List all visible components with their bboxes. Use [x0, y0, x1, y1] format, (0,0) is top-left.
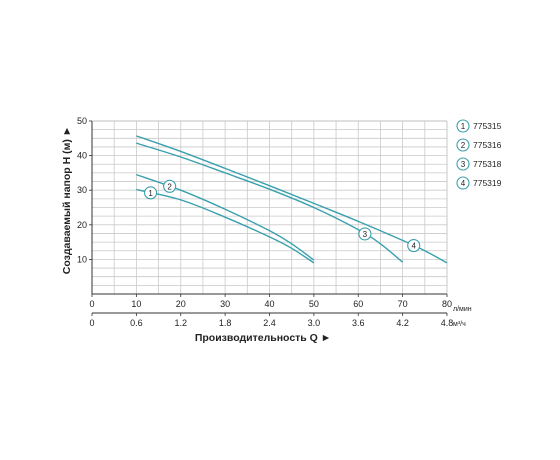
y-axis-label: Создаваемый напор H (м) ► — [61, 126, 73, 274]
x-axis-unit-primary: л/мин — [453, 306, 472, 313]
legend-marker-label: 2 — [461, 141, 466, 150]
series-marker-label: 2 — [167, 182, 172, 191]
legend-entry-label: 775315 — [473, 121, 502, 131]
series-marker-4 — [407, 239, 421, 253]
legend-entry-label: 775316 — [473, 140, 502, 150]
legend-marker-3 — [456, 157, 470, 171]
y-tick-label: 20 — [77, 220, 87, 230]
x-tick-label: 30 — [220, 299, 230, 309]
x-tick-label: 10 — [131, 299, 141, 309]
series-line-775318 — [136, 142, 404, 263]
legend-marker-label: 3 — [461, 160, 466, 169]
x-tick-label: 0 — [89, 299, 94, 309]
x-tick-label: 70 — [398, 299, 408, 309]
x-tick-label: 40 — [264, 299, 274, 309]
y-tick-label: 30 — [77, 185, 87, 195]
y-tick-label: 10 — [77, 254, 87, 264]
series-marker-label: 1 — [148, 189, 153, 198]
y-tick-label: 50 — [77, 116, 87, 126]
chart-series: 1 2 3 4 — [136, 135, 448, 264]
x-secondary-tick-label: 0.6 — [130, 318, 143, 328]
series-marker-label: 3 — [363, 230, 368, 239]
x-tick-label: 20 — [176, 299, 186, 309]
x-secondary-tick-label: 3.6 — [352, 318, 365, 328]
legend-marker-label: 1 — [461, 122, 466, 131]
chart-legend: 1 775315 2 775316 3 775318 4 775319 — [456, 119, 502, 190]
legend-marker-1 — [456, 119, 470, 133]
chart-grid — [92, 120, 447, 294]
x-secondary-tick-label: 4.2 — [396, 318, 409, 328]
x-secondary-tick-label: 1.8 — [219, 318, 232, 328]
x-axis-unit-secondary: м³/ч — [453, 321, 466, 328]
chart-axes: 10 20 30 40 50 0 10 20 30 40 50 60 70 80 0 0.6 1.2 1.8 2.4… — [77, 116, 453, 328]
series-marker-3 — [358, 227, 372, 241]
x-secondary-tick-label: 2.4 — [263, 318, 276, 328]
legend-marker-4 — [456, 176, 470, 190]
x-secondary-tick-label: 3.0 — [308, 318, 321, 328]
x-tick-label: 60 — [353, 299, 363, 309]
legend-marker-label: 4 — [461, 179, 466, 188]
series-marker-label: 4 — [411, 242, 416, 251]
x-secondary-tick-label: 0 — [89, 318, 94, 328]
y-tick-label: 40 — [77, 151, 87, 161]
x-tick-label: 80 — [442, 299, 452, 309]
series-line-775316 — [136, 173, 315, 261]
series-line-775315 — [136, 188, 315, 264]
legend-entry-label: 775319 — [473, 178, 502, 188]
x-secondary-tick-label: 1.2 — [174, 318, 187, 328]
x-tick-label: 50 — [309, 299, 319, 309]
x-axis-label: Производительность Q ► — [195, 332, 331, 344]
legend-entry-label: 775318 — [473, 159, 502, 169]
series-marker-2 — [163, 179, 177, 193]
legend-marker-2 — [456, 138, 470, 152]
x-secondary-tick-label: 4.8 — [441, 318, 454, 328]
series-marker-1 — [144, 186, 158, 200]
